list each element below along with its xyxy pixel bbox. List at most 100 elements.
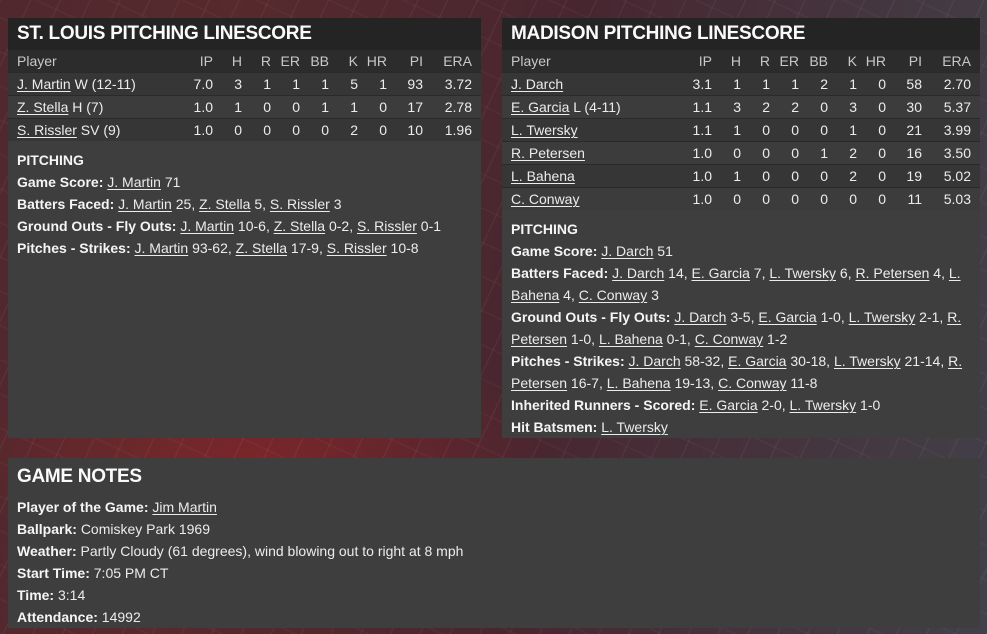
stat-cell: 3	[712, 95, 741, 119]
stat-cell: 0	[770, 164, 799, 188]
stat-cell: 0	[799, 187, 828, 210]
player-link[interactable]: L. Bahena	[598, 331, 663, 347]
player-link[interactable]: Z. Stella	[235, 240, 288, 256]
table-header-row: Player IP H R ER BB K HR PI ERA	[8, 50, 481, 73]
stat-cell: 1	[770, 72, 799, 96]
player-link[interactable]: C. Conway	[694, 331, 764, 347]
stat-label: Batters Faced:	[511, 265, 613, 281]
player-cell: Z. Stella H (7)	[8, 95, 180, 119]
player-link[interactable]: J. Darch	[511, 76, 564, 92]
stat-cell: 2.78	[423, 95, 481, 119]
player-link[interactable]: R. Petersen	[511, 309, 962, 347]
player-link[interactable]: J. Darch	[612, 265, 665, 281]
player-link[interactable]: L. Twersky	[833, 353, 901, 369]
player-link[interactable]: L. Twersky	[789, 397, 857, 413]
stat-cell: 0	[857, 118, 886, 142]
pitching-stat-line: Pitches - Strikes: J. Darch 58-32, E. Ga…	[511, 353, 963, 391]
column-header-pi: PI	[387, 50, 423, 73]
player-link[interactable]: L. Twersky	[601, 419, 668, 435]
pitching-stat-line: Hit Batsmen: L. Twersky	[511, 416, 971, 438]
stat-cell: 1.0	[679, 187, 712, 210]
pitching-stat-line: Game Score: J. Martin 71	[17, 174, 181, 190]
player-link[interactable]: R. Petersen	[855, 265, 930, 281]
stat-cell: 0	[741, 118, 770, 142]
player-link[interactable]: C. Conway	[718, 375, 787, 391]
player-link[interactable]: J. Martin	[118, 196, 172, 212]
stat-cell: 0	[712, 141, 741, 165]
panel-title: MADISON PITCHING LINESCORE	[502, 18, 980, 50]
game-note-line: Attendance: 14992	[17, 609, 141, 625]
stat-cell: 0	[770, 118, 799, 142]
stat-cell: 1.96	[423, 118, 481, 141]
player-link[interactable]: L. Bahena	[511, 265, 961, 303]
pitcher-decision: H (7)	[68, 99, 104, 115]
player-link[interactable]: S. Rissler	[326, 240, 387, 256]
player-link[interactable]: Jim Martin	[152, 499, 217, 515]
player-link[interactable]: C. Conway	[511, 191, 580, 207]
stl-pitching-linescore-panel: ST. LOUIS PITCHING LINESCORE Player IP H R E…	[8, 18, 481, 438]
stat-cell: 1.1	[679, 95, 712, 119]
player-link[interactable]: J. Darch	[628, 353, 681, 369]
stat-cell: 1.0	[679, 164, 712, 188]
player-link[interactable]: R. Petersen	[511, 145, 585, 161]
player-link[interactable]: E. Garcia	[511, 99, 570, 115]
player-link[interactable]: J. Darch	[674, 309, 727, 325]
player-link[interactable]: E. Garcia	[758, 309, 817, 325]
player-link[interactable]: S. Rissler	[269, 196, 330, 212]
player-link[interactable]: E. Garcia	[691, 265, 750, 281]
player-link[interactable]: L. Bahena	[511, 168, 575, 184]
player-link[interactable]: J. Martin	[134, 240, 189, 256]
stat-cell: 0	[242, 95, 271, 119]
player-link[interactable]: J. Darch	[601, 243, 654, 259]
player-link[interactable]: Z. Stella	[17, 99, 69, 115]
pitching-section-header: PITCHING	[511, 221, 578, 237]
stat-cell: 1	[271, 72, 300, 96]
player-link[interactable]: Z. Stella	[273, 218, 326, 234]
player-link[interactable]: S. Rissler	[17, 122, 77, 138]
player-link[interactable]: Z. Stella	[199, 196, 251, 212]
column-header-bb: BB	[799, 50, 828, 73]
pitcher-decision: L (4-11)	[569, 99, 621, 115]
stat-cell: 10	[387, 118, 423, 141]
stat-cell: 1	[358, 72, 387, 96]
stat-cell: 5	[329, 72, 358, 96]
player-cell: J. Martin W (12-11)	[8, 72, 180, 96]
stat-cell: 1	[242, 72, 271, 96]
stat-cell: 0	[271, 118, 300, 141]
table-row: Z. Stella H (7) 1.0 1 0 0 1 1 0 17 2.78	[8, 95, 481, 119]
table-row: J. Darch 3.1 1 1 1 2 1 0 58 2.70	[502, 72, 980, 96]
stat-cell: 0	[799, 118, 828, 142]
pitching-stat-line: Batters Faced: J. Martin 25, Z. Stella 5…	[17, 196, 342, 212]
stat-cell: 3	[213, 72, 242, 96]
player-link[interactable]: L. Twersky	[769, 265, 837, 281]
player-link[interactable]: R. Petersen	[511, 353, 963, 391]
player-cell: J. Darch	[502, 72, 679, 96]
stat-cell: 0	[242, 118, 271, 141]
table-row: S. Rissler SV (9) 1.0 0 0 0 0 2 0 10 1.96	[8, 118, 481, 141]
pitcher-decision: SV (9)	[76, 122, 121, 138]
player-link[interactable]: L. Twersky	[848, 309, 916, 325]
stat-cell: 0	[741, 141, 770, 165]
column-header-er: ER	[271, 50, 300, 73]
player-link[interactable]: S. Rissler	[356, 218, 417, 234]
stat-cell: 0	[271, 95, 300, 119]
stat-cell: 3.72	[423, 72, 481, 96]
column-header-ip: IP	[679, 50, 712, 73]
player-link[interactable]: J. Martin	[107, 174, 161, 190]
player-link[interactable]: E. Garcia	[728, 353, 787, 369]
player-link[interactable]: L. Bahena	[606, 375, 671, 391]
player-cell: L. Bahena	[502, 164, 679, 188]
pitching-linescore-table: Player IP H R ER BB K HR PI ERA J. Darch 3.1 1 1 1 2 1 0…	[502, 50, 980, 210]
stat-cell: 1.0	[180, 118, 213, 141]
stat-cell: 3	[828, 95, 857, 119]
table-row: C. Conway 1.0 0 0 0 0 0 0 11 5.03	[502, 187, 980, 210]
stat-cell: 0	[300, 118, 329, 141]
player-link[interactable]: L. Twersky	[511, 122, 578, 138]
player-link[interactable]: C. Conway	[578, 287, 648, 303]
pitching-stat-line: Pitches - Strikes: J. Martin 93-62, Z. S…	[17, 240, 419, 256]
table-row: E. Garcia L (4-11) 1.1 3 2 2 0 3 0 30 5.37	[502, 95, 980, 119]
player-link[interactable]: E. Garcia	[699, 397, 758, 413]
player-link[interactable]: J. Martin	[180, 218, 235, 234]
stat-cell: 1	[712, 118, 741, 142]
player-link[interactable]: J. Martin	[17, 76, 71, 92]
